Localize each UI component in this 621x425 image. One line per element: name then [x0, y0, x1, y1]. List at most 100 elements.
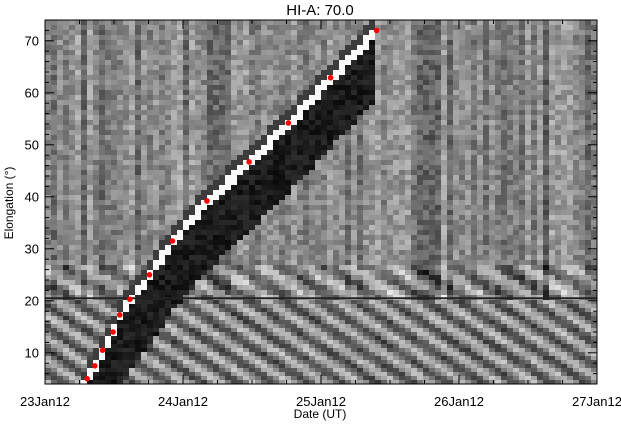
jmap-cell	[267, 105, 274, 111]
jmap-cell	[417, 20, 424, 26]
jmap-cell	[165, 260, 172, 266]
jmap-cell	[117, 20, 124, 26]
jmap-cell	[129, 300, 136, 305]
jmap-cell	[189, 312, 196, 317]
jmap-cell	[297, 332, 304, 337]
jmap-cell	[135, 85, 142, 91]
jmap-cell	[375, 352, 382, 357]
jmap-cell	[153, 285, 160, 291]
jmap-cell	[315, 320, 322, 325]
jmap-cell	[357, 50, 364, 56]
jmap-cell	[123, 376, 130, 381]
jmap-cell	[249, 105, 256, 111]
jmap-cell	[279, 230, 286, 236]
jmap-cell	[75, 125, 82, 131]
jmap-cell	[105, 380, 112, 385]
jmap-cell	[267, 60, 274, 66]
jmap-cell	[147, 215, 154, 221]
jmap-cell	[375, 60, 382, 66]
jmap-cell	[111, 265, 118, 271]
jmap-cell	[267, 220, 274, 226]
jmap-cell	[75, 20, 82, 26]
jmap-cell	[369, 225, 376, 231]
jmap-cell	[123, 348, 130, 353]
jmap-cell	[69, 356, 76, 361]
jmap-cell	[321, 65, 328, 71]
jmap-cell	[183, 140, 190, 146]
jmap-cell	[249, 312, 256, 317]
jmap-cell	[135, 225, 142, 231]
jmap-cell	[429, 45, 436, 51]
jmap-cell	[387, 125, 394, 131]
jmap-cell	[159, 190, 166, 196]
jmap-cell	[231, 125, 238, 131]
jmap-cell	[123, 328, 130, 333]
jmap-cell	[417, 324, 424, 329]
jmap-cell	[231, 270, 238, 276]
jmap-cell	[399, 155, 406, 161]
jmap-cell	[237, 235, 244, 241]
jmap-cell	[75, 110, 82, 116]
jmap-cell	[369, 372, 376, 377]
jmap-cell	[327, 185, 334, 191]
jmap-cell	[291, 300, 298, 305]
jmap-cell	[195, 316, 202, 321]
jmap-cell	[87, 328, 94, 333]
jmap-cell	[129, 200, 136, 206]
jmap-cell	[213, 364, 220, 369]
jmap-cell	[189, 275, 196, 281]
jmap-cell	[303, 195, 310, 201]
jmap-cell	[351, 336, 358, 341]
jmap-cell	[219, 165, 226, 171]
jmap-cell	[255, 180, 262, 186]
jmap-cell	[369, 348, 376, 353]
jmap-cell	[99, 250, 106, 256]
jmap-cell	[111, 364, 118, 369]
jmap-cell	[267, 120, 274, 126]
jmap-cell	[315, 135, 322, 141]
jmap-cell	[207, 155, 214, 161]
jmap-cell	[327, 300, 334, 305]
jmap-cell	[63, 220, 70, 226]
jmap-cell	[417, 30, 424, 36]
jmap-cell	[363, 215, 370, 221]
jmap-cell	[279, 85, 286, 91]
jmap-cell	[141, 225, 148, 231]
jmap-cell	[411, 120, 418, 126]
jmap-cell	[351, 316, 358, 321]
jmap-cell	[279, 245, 286, 251]
jmap-cell	[63, 270, 70, 276]
jmap-cell	[357, 115, 364, 121]
jmap-cell	[141, 372, 148, 377]
jmap-cell	[153, 270, 160, 276]
jmap-cell	[387, 340, 394, 345]
jmap-cell	[69, 270, 76, 276]
jmap-cell	[375, 30, 382, 36]
jmap-cell	[339, 140, 346, 146]
jmap-cell	[393, 230, 400, 236]
jmap-cell	[417, 135, 424, 141]
jmap-cell	[159, 235, 166, 241]
jmap-cell	[405, 95, 412, 101]
jmap-cell	[351, 368, 358, 373]
jmap-cell	[81, 312, 88, 317]
jmap-cell	[75, 280, 82, 286]
jmap-cell	[93, 145, 100, 151]
jmap-cell	[51, 265, 58, 271]
jmap-cell	[375, 324, 382, 329]
jmap-cell	[129, 368, 136, 373]
jmap-cell	[99, 270, 106, 276]
jmap-cell	[213, 210, 220, 216]
jmap-cell	[423, 280, 430, 286]
jmap-cell	[111, 60, 118, 66]
jmap-cell	[207, 376, 214, 381]
jmap-cell	[327, 50, 334, 56]
jmap-cell	[411, 255, 418, 261]
jmap-cell	[213, 220, 220, 226]
jmap-cell	[285, 170, 292, 176]
jmap-cell	[387, 50, 394, 56]
jmap-cell	[63, 195, 70, 201]
jmap-cell	[369, 340, 376, 345]
jmap-cell	[333, 376, 340, 381]
jmap-cell	[153, 235, 160, 241]
